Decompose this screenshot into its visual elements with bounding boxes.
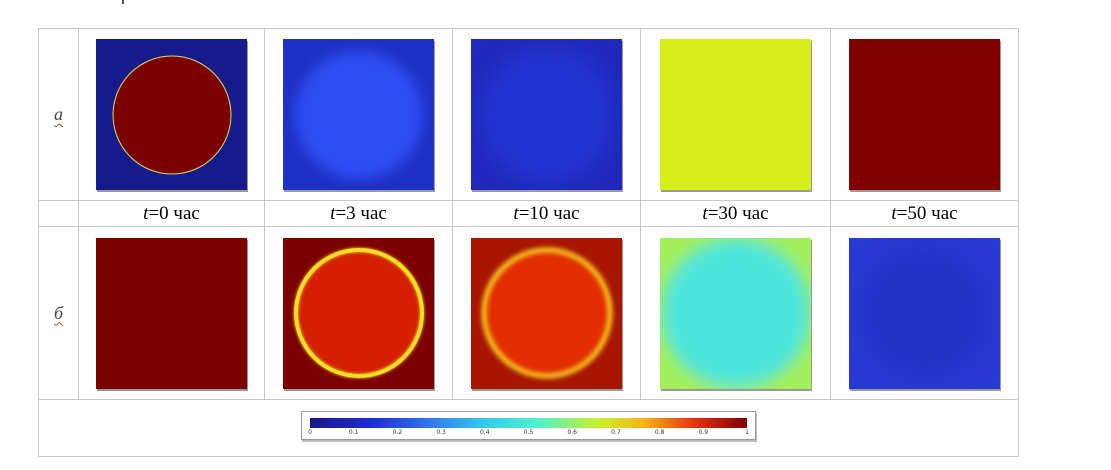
time-row: t=0 час t=3 час t=10 час t=30 час t=50 ч… [38, 200, 1019, 228]
panel-b-2 [471, 237, 622, 389]
time-label-3: t=30 час [640, 200, 831, 228]
colorbar-gradient [310, 417, 747, 428]
colorbar-tick-labels: 0 0.1 0.2 0.3 0.4 0.5 0.6 0.7 0.8 0.9 1 [308, 428, 749, 438]
results-table: а t=0 час t=3 час t=10 час t=30 час t=50… [38, 27, 1019, 458]
panel-b-1 [283, 237, 434, 389]
panel-b-4 [849, 237, 1000, 389]
panel-a-1 [283, 39, 434, 191]
colorbar-tick-label: 0.9 [698, 428, 709, 436]
colorbar-tick-label: 1 [745, 428, 749, 436]
colorbar-tick-label: 0.2 [392, 428, 403, 436]
colorbar-tick-label: 0.1 [348, 428, 359, 436]
row-label-b: б [38, 226, 79, 400]
top-edge-mark [122, 0, 124, 4]
time-label-0: t=0 час [78, 200, 265, 228]
colorbar-tick-label: 0 [308, 428, 312, 436]
panel-a-0 [96, 39, 247, 191]
colorbar-row: 0 0.1 0.2 0.3 0.4 0.5 0.6 0.7 0.8 0.9 1 [38, 398, 1019, 458]
panel-b-0 [96, 237, 247, 389]
time-label-4: t=50 час [830, 200, 1019, 228]
time-label-2: t=10 час [452, 200, 641, 228]
panel-a-3 [660, 39, 811, 191]
panel-a-2 [471, 39, 622, 191]
colorbar-tick-label: 0.4 [480, 428, 490, 436]
colorbar-tick-label: 0.5 [523, 428, 534, 436]
row-label-a: а [38, 27, 79, 202]
row-b: б [38, 226, 1019, 400]
time-label-1: t=3 час [264, 200, 453, 228]
colorbar-tick-label: 0.3 [436, 428, 446, 436]
colorbar-tick-label: 0.7 [611, 428, 621, 436]
colorbar: 0 0.1 0.2 0.3 0.4 0.5 0.6 0.7 0.8 0.9 1 [301, 410, 756, 440]
row-a: а [38, 27, 1019, 202]
colorbar-tick-label: 0.6 [567, 428, 577, 436]
panel-a-4 [849, 39, 1000, 191]
colorbar-tick-label: 0.8 [654, 428, 665, 436]
panel-b-3 [660, 237, 811, 389]
